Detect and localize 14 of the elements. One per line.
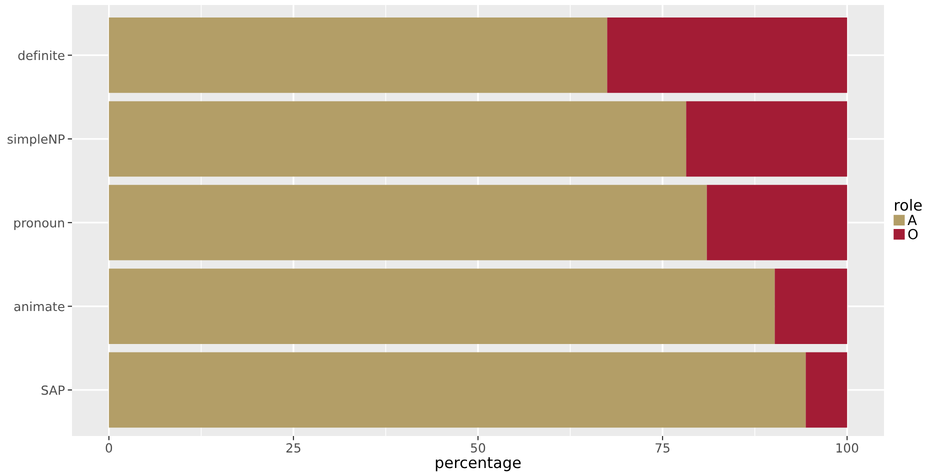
- legend-title: role: [895, 198, 922, 211]
- y-tick-label: pronoun: [14, 220, 64, 230]
- x-tick-label: 50: [471, 443, 486, 453]
- y-tick-label: simpleNP: [8, 134, 65, 146]
- x-tick-label: 25: [286, 443, 300, 453]
- y-tick-label: definite: [18, 50, 64, 60]
- legend-label: A: [908, 214, 917, 226]
- x-tick-label: 100: [836, 443, 858, 453]
- y-tick-label: animate: [14, 302, 64, 312]
- x-tick-label: 75: [656, 443, 670, 453]
- x-axis-title: percentage: [436, 457, 521, 472]
- y-tick-label: SAP: [42, 385, 65, 395]
- x-tick-label: 0: [106, 443, 112, 453]
- legend-label: O: [908, 228, 918, 240]
